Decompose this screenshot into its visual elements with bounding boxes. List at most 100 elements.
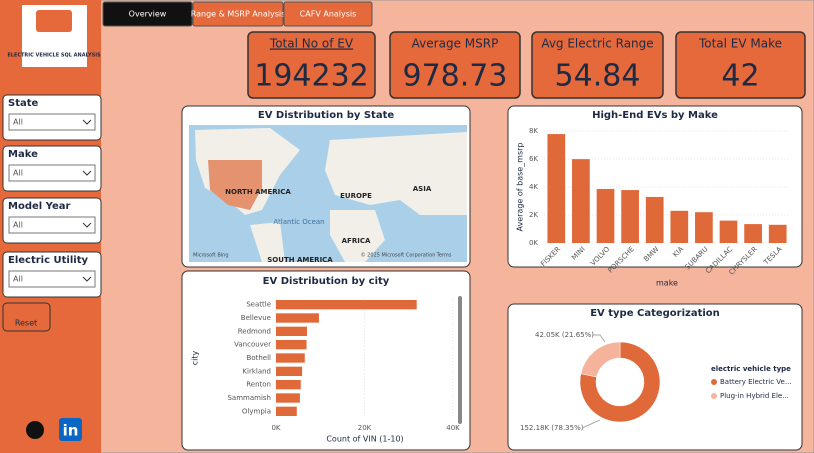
kpi-card [675,31,806,99]
y-tick-label: 6K [529,155,538,163]
reset-button[interactable] [2,302,51,332]
kpi-title: Average MSRP [412,37,499,51]
reset-label[interactable]: Reset [15,319,37,328]
data-label: 42.05K (21.65%) [535,331,594,339]
x-axis-label: make [656,279,678,288]
y-tick-label: Sammamish [227,394,271,402]
legend-title: electric vehicle type [711,365,791,373]
map-land [330,210,385,262]
dropdown-value[interactable]: All [13,221,23,230]
y-tick-label: 8K [529,127,538,135]
y-tick-label: Olympia [242,407,271,415]
tab[interactable] [283,1,373,27]
github-icon[interactable] [26,421,44,439]
legend-label: Battery Electric Ve... [720,378,792,386]
map-label: SOUTH AMERICA [267,256,333,264]
y-axis-label: city [191,350,200,365]
y-tick-label: Bellevue [241,314,271,322]
dropdown-arrow[interactable] [82,119,92,125]
bar [276,366,303,376]
kpi-title: Total No of EV [269,37,354,51]
scrollbar[interactable] [458,296,462,424]
map-land [325,132,467,215]
map-label: Atlantic Ocean [273,218,324,226]
kpi-card [531,31,664,99]
logo-icon [36,10,72,32]
y-tick-label: Renton [246,381,271,389]
tab[interactable] [102,1,193,27]
map-label: NORTH AMERICA [225,188,291,196]
y-tick-label: 0K [529,239,538,247]
legend-label: Plug-in Hybrid Ele... [720,392,789,400]
dropdown-value[interactable]: All [13,275,23,284]
kpi-value: 54.84 [555,59,641,94]
dropdown-arrow[interactable] [82,170,92,176]
bar [670,210,689,243]
y-tick-label: Kirkland [242,367,271,375]
map-label: EUROPE [340,192,372,200]
dropdown[interactable] [8,270,96,288]
bar [276,393,300,403]
dropdown-arrow[interactable] [82,222,92,228]
map-land [250,222,285,262]
x-tick-label: 20K [358,424,372,432]
map-label: AFRICA [342,237,371,245]
bar [621,190,639,243]
bar [596,188,615,243]
y-tick-label: 4K [529,183,538,191]
y-tick-label: Redmond [238,327,271,335]
y-tick-label: Vancouver [234,341,271,349]
x-axis-label: Count of VIN (1-10) [326,435,403,444]
dropdown-arrow[interactable] [82,276,92,282]
bar [695,212,713,243]
filter-label: Make [8,149,38,160]
y-tick-label: Bothell [247,354,272,362]
bar [719,220,738,243]
filter-label: State [8,98,39,109]
x-tick-label: 0K [271,424,280,432]
legend-swatch [711,379,717,385]
kpi-value: 978.73 [403,59,508,94]
y-tick-label: 2K [529,211,538,219]
y-tick-label: Seattle [246,301,271,309]
bar [276,353,305,363]
dropdown[interactable] [8,113,96,131]
filter-label: Model Year [8,201,71,212]
tab[interactable] [192,1,284,27]
donut-slice [580,341,621,378]
tab-label[interactable]: CAFV Analysis [300,10,357,19]
x-tick-label: 40K [446,424,460,432]
map-region [208,160,262,210]
bar [572,159,590,243]
bar [276,313,319,323]
bar [276,300,417,310]
tab-label[interactable]: Range & MSRP Analysis [191,10,286,19]
tab-label[interactable]: Overview [129,10,167,19]
leader-line [592,334,606,343]
dropdown[interactable] [8,164,96,182]
y-axis-label: Average of base_msrp [516,142,525,231]
bar [645,196,664,243]
dropdown-value[interactable]: All [13,118,23,127]
bar [276,326,307,336]
legend-swatch [711,393,717,399]
kpi-card [247,31,376,99]
kpi-value: 194232 [254,59,369,94]
kpi-title: Avg Electric Range [541,37,653,51]
logo-text: ELECTRIC VEHICLE SQL ANALYSIS [7,53,101,59]
dropdown[interactable] [8,216,96,234]
kpi-card [389,31,521,99]
kpi-value: 42 [721,59,759,94]
bar [276,340,307,350]
dropdown-value[interactable]: All [13,169,23,178]
chart-title: EV Distribution by State [258,110,394,121]
linkedin-icon[interactable] [59,418,82,441]
map-credit: Microsoft Bing [193,253,229,259]
map-credit: © 2025 Microsoft Corporation [361,252,436,259]
kpi-title: Total EV Make [698,37,782,51]
chart-title: High-End EVs by Make [592,110,718,121]
leader-line [581,419,601,429]
panel [181,270,471,451]
data-label: 152.18K (78.35%) [520,424,584,432]
linkedin-text[interactable]: in [63,422,79,440]
